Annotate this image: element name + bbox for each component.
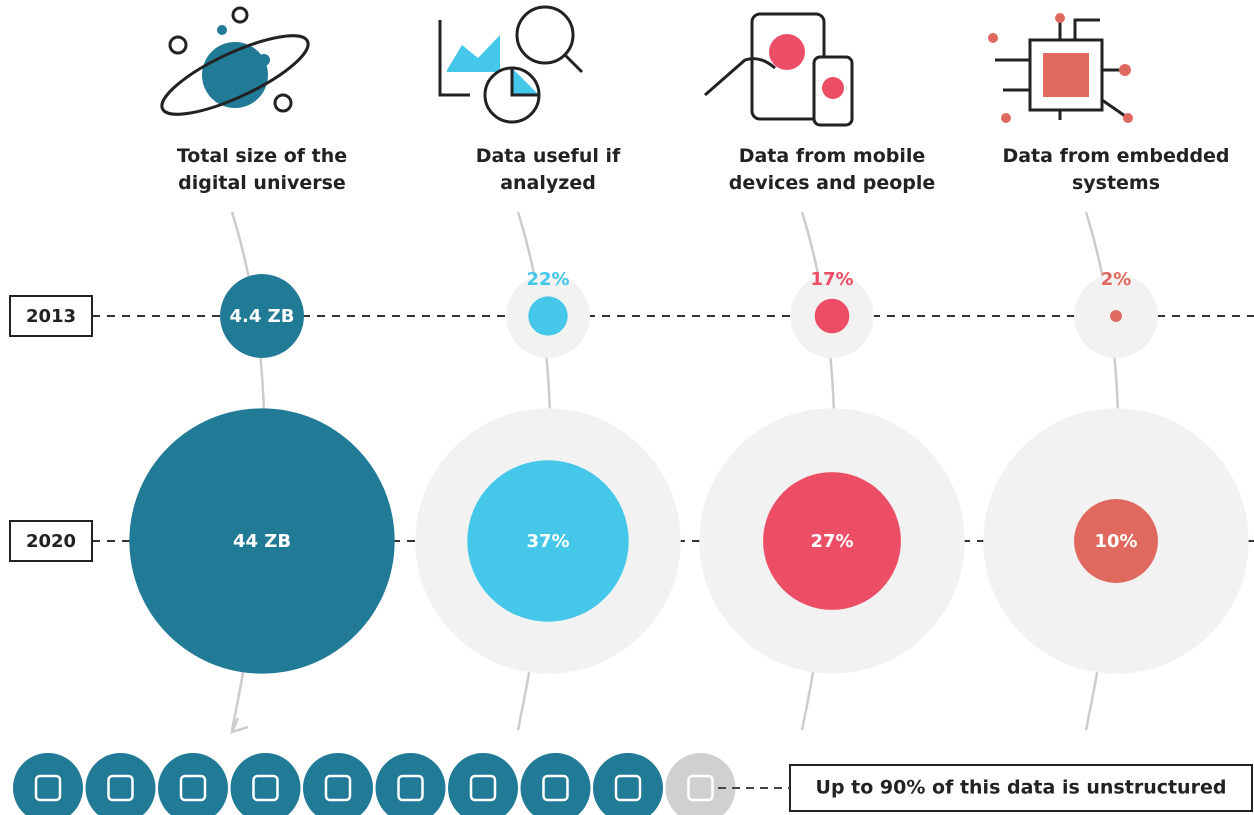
value-label: 44 ZB [233,531,291,552]
category-label: Data useful if analyzed [428,143,668,197]
format-icon [158,753,228,815]
category-label: Data from embedded systems [996,143,1236,197]
category-label: Total size of the digital universe [142,143,382,197]
value-label: 17% [810,269,853,290]
format-icon [86,753,156,815]
format-icons [13,753,736,815]
value-label: 22% [526,269,569,290]
format-icon [521,753,591,815]
value-label: 4.4 ZB [230,306,295,327]
bubble [1110,310,1122,322]
format-icon [303,753,373,815]
row-label: 2013 [26,306,76,327]
format-icon [666,753,736,815]
value-label: 10% [1094,531,1137,552]
value-label: 37% [526,531,569,552]
chart: Up to 90% of this data is unstructured 2… [0,0,1254,815]
infographic: Up to 90% of this data is unstructured 2… [0,0,1254,815]
value-label: 2% [1101,269,1132,290]
format-icon [448,753,518,815]
note: Up to 90% of this data is unstructured [816,777,1227,799]
bubble [815,299,850,334]
format-icon [13,753,83,815]
category-label: Data from mobile devices and people [712,143,952,197]
bubble [528,296,567,335]
icons [153,7,1133,129]
row-label: 2020 [26,531,76,552]
value-label: 27% [810,531,853,552]
format-icon [376,753,446,815]
format-icon [593,753,663,815]
format-icon [231,753,301,815]
